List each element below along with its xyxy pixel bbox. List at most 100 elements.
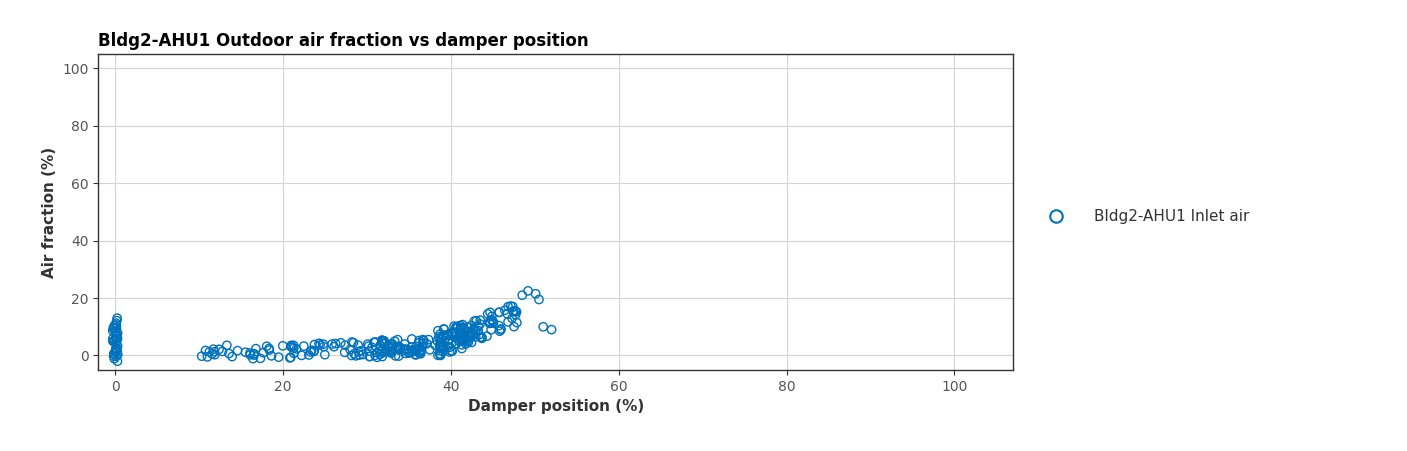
- Point: [429, 341, 452, 348]
- Point: [409, 346, 432, 354]
- Point: [381, 341, 404, 349]
- Point: [488, 327, 511, 335]
- Point: [407, 345, 429, 353]
- Point: [243, 351, 266, 359]
- Point: [364, 352, 387, 359]
- Point: [329, 339, 352, 346]
- Point: [502, 323, 525, 330]
- Point: [303, 348, 325, 355]
- Point: [476, 332, 498, 340]
- Point: [449, 336, 471, 343]
- Point: [106, 328, 128, 336]
- Point: [394, 345, 416, 353]
- Point: [373, 338, 395, 345]
- Point: [511, 292, 533, 299]
- Point: [267, 354, 290, 361]
- Point: [107, 330, 129, 337]
- Legend: Bldg2-AHU1 Inlet air: Bldg2-AHU1 Inlet air: [1034, 203, 1256, 230]
- Point: [459, 331, 481, 338]
- Point: [352, 351, 374, 358]
- Point: [432, 331, 454, 339]
- Point: [457, 338, 480, 345]
- Point: [439, 344, 461, 351]
- Point: [436, 343, 459, 350]
- Point: [443, 322, 466, 330]
- Point: [445, 340, 467, 347]
- Point: [380, 350, 402, 357]
- Point: [359, 353, 381, 360]
- Point: [249, 355, 272, 362]
- Point: [460, 339, 483, 346]
- Point: [333, 341, 356, 349]
- Point: [429, 347, 452, 354]
- Point: [445, 323, 467, 331]
- Point: [457, 331, 480, 339]
- Point: [104, 349, 127, 356]
- Point: [452, 332, 474, 340]
- Point: [432, 343, 454, 350]
- Point: [221, 353, 243, 360]
- Point: [290, 352, 312, 359]
- Point: [103, 355, 125, 362]
- Point: [227, 347, 249, 354]
- Point: [256, 343, 279, 350]
- Point: [348, 348, 370, 355]
- Point: [480, 326, 502, 333]
- Point: [478, 320, 501, 327]
- Point: [436, 337, 459, 345]
- Point: [461, 326, 484, 333]
- Point: [363, 339, 386, 346]
- Point: [429, 350, 452, 358]
- Point: [432, 345, 454, 352]
- Point: [411, 343, 433, 350]
- Point: [505, 308, 528, 315]
- Point: [429, 331, 452, 338]
- Point: [373, 340, 395, 347]
- Point: [293, 342, 315, 350]
- Point: [446, 323, 469, 331]
- Point: [272, 342, 294, 350]
- Point: [257, 345, 280, 352]
- Point: [453, 328, 476, 336]
- Point: [461, 331, 484, 338]
- Point: [218, 350, 241, 357]
- Point: [371, 337, 394, 344]
- Point: [453, 330, 476, 337]
- Point: [104, 336, 127, 343]
- Point: [443, 329, 466, 336]
- Point: [348, 351, 370, 359]
- Point: [279, 354, 301, 361]
- Point: [103, 337, 125, 345]
- Point: [286, 345, 308, 353]
- Point: [203, 345, 225, 353]
- Point: [387, 343, 409, 350]
- Point: [501, 315, 523, 322]
- Point: [103, 322, 125, 329]
- Point: [453, 324, 476, 331]
- Text: Bldg2-AHU1 Outdoor air fraction vs damper position: Bldg2-AHU1 Outdoor air fraction vs dampe…: [98, 32, 590, 50]
- Point: [384, 352, 407, 359]
- Point: [401, 336, 424, 343]
- Point: [429, 335, 452, 342]
- Point: [412, 339, 435, 346]
- Point: [463, 318, 485, 325]
- Point: [452, 330, 474, 337]
- Point: [374, 348, 397, 355]
- Point: [426, 337, 449, 345]
- Point: [384, 337, 407, 345]
- Point: [314, 351, 336, 358]
- Point: [106, 348, 128, 355]
- Point: [257, 346, 280, 354]
- Point: [104, 320, 127, 327]
- Point: [488, 309, 511, 316]
- Point: [450, 336, 473, 343]
- Point: [106, 325, 128, 332]
- Point: [429, 352, 452, 359]
- Point: [404, 347, 426, 354]
- Point: [516, 287, 539, 295]
- Point: [106, 346, 128, 354]
- Point: [301, 347, 324, 354]
- Point: [461, 329, 484, 336]
- Point: [490, 326, 512, 333]
- Point: [359, 353, 381, 360]
